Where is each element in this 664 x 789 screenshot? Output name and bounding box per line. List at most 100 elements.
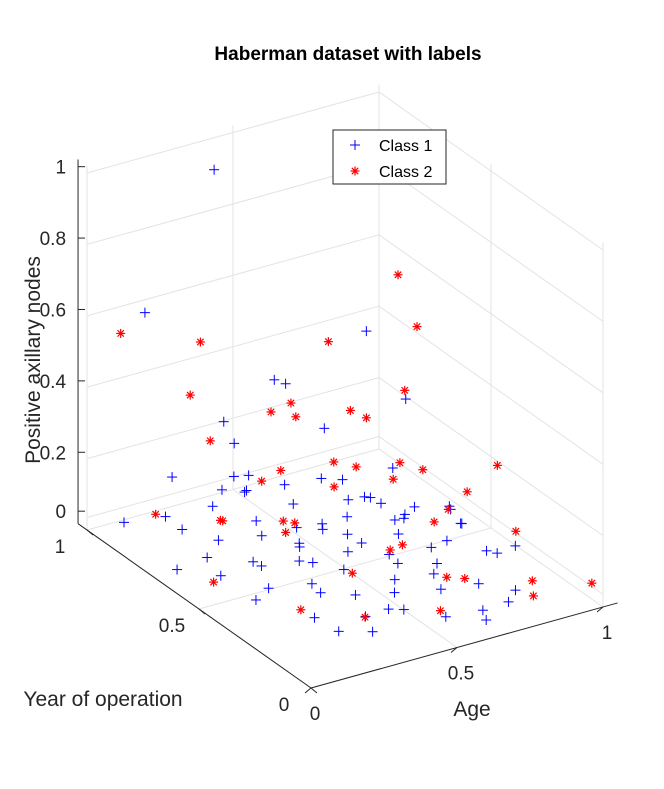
grid-lines: [86, 84, 604, 689]
point-class-1: [432, 558, 442, 569]
point-class-1: [398, 604, 409, 615]
z-grid-right-wall: [378, 162, 604, 322]
point-class-2: [412, 322, 422, 332]
point-class-2: [388, 474, 398, 484]
point-class-1: [288, 499, 299, 510]
point-class-1: [492, 548, 503, 559]
point-class-1: [365, 492, 376, 503]
point-class-1: [337, 474, 348, 485]
point-class-2: [528, 591, 538, 601]
point-class-1: [426, 542, 437, 553]
z-grid-back-wall: [86, 91, 380, 174]
z-grid-back-wall: [86, 305, 380, 388]
z-grid-right-wall: [378, 91, 604, 251]
point-class-1: [477, 605, 488, 616]
point-class-1: [216, 484, 227, 495]
point-class-1: [243, 470, 254, 481]
point-class-1: [392, 558, 403, 569]
point-class-2: [418, 465, 428, 475]
point-class-1: [209, 164, 220, 175]
point-class-1: [256, 560, 267, 571]
point-class-1: [342, 546, 353, 557]
point-class-2: [351, 462, 361, 472]
point-class-2: [323, 337, 333, 347]
point-class-1: [342, 529, 353, 540]
point-class-2: [443, 504, 453, 514]
point-class-1: [309, 612, 320, 623]
point-class-1: [316, 473, 327, 484]
point-class-1: [160, 511, 171, 522]
point-class-2: [185, 390, 195, 400]
point-class-1: [400, 394, 411, 405]
point-class-2: [511, 526, 521, 536]
point-class-1: [338, 564, 349, 575]
point-class-1: [177, 524, 188, 535]
y-grid-floor: [198, 527, 492, 610]
point-class-1: [389, 587, 400, 598]
point-class-1: [440, 611, 451, 622]
legend-marker-class-2: [350, 166, 360, 176]
point-class-2: [587, 578, 597, 588]
legend-box: [332, 129, 447, 185]
point-class-2: [385, 545, 395, 555]
x-axis-line: [310, 602, 618, 689]
point-class-1: [428, 568, 439, 579]
point-class-1: [361, 326, 372, 337]
point-class-1: [229, 438, 240, 449]
point-class-1: [510, 585, 521, 596]
y-tick-label: 0.5: [159, 616, 185, 637]
y-tick-mark: [86, 529, 94, 536]
z-grid-right-wall: [378, 305, 604, 465]
point-class-2: [329, 457, 339, 467]
point-class-1: [409, 501, 420, 512]
point-class-2: [276, 465, 286, 475]
y-axis-label: Year of operation: [23, 688, 182, 711]
point-class-1: [294, 538, 305, 549]
z-grid-back-wall: [86, 234, 380, 317]
point-class-2: [360, 612, 370, 622]
point-class-1: [251, 515, 262, 526]
point-class-1: [317, 518, 328, 529]
point-class-1: [167, 472, 178, 483]
point-class-1: [398, 513, 409, 524]
point-class-1: [215, 570, 226, 581]
point-class-1: [350, 589, 361, 600]
legend-marker-class-1: [350, 140, 360, 150]
point-class-1: [356, 537, 367, 548]
point-class-1: [239, 487, 250, 498]
point-class-1: [455, 518, 466, 529]
point-class-1: [269, 374, 280, 385]
point-class-1: [172, 564, 183, 575]
point-class-1: [481, 615, 492, 626]
point-class-2: [429, 517, 439, 527]
point-class-1: [241, 485, 252, 496]
z-axis-label: Positive axillary nodes: [22, 256, 45, 464]
legend-label-class-1: Class 1: [379, 138, 432, 155]
point-class-2: [286, 398, 296, 408]
point-class-2: [291, 412, 301, 422]
point-class-2: [492, 460, 502, 470]
z-tick-label: 0.4: [40, 372, 67, 393]
x-tick-label: 1: [602, 623, 613, 644]
point-class-1: [317, 524, 328, 535]
point-class-2: [278, 516, 288, 526]
point-class-1: [333, 626, 344, 637]
point-class-2: [347, 568, 357, 578]
point-class-2: [257, 476, 267, 486]
point-class-1: [256, 530, 267, 541]
chart-title: Haberman dataset with labels: [214, 44, 481, 65]
point-class-2: [215, 515, 225, 525]
point-class-1: [473, 578, 484, 589]
legend-label-class-2: Class 2: [379, 164, 432, 181]
point-class-2: [205, 436, 215, 446]
z-tick-label: 0: [55, 502, 66, 523]
point-class-2: [527, 576, 537, 586]
point-class-1: [359, 491, 370, 502]
point-class-1: [376, 498, 386, 509]
x-tick-mark: [596, 606, 604, 613]
z-grid-back-wall: [86, 436, 380, 518]
point-class-1: [510, 540, 521, 551]
point-class-1: [441, 535, 452, 546]
z-tick-label: 0.6: [40, 300, 66, 321]
point-class-1: [319, 423, 330, 434]
